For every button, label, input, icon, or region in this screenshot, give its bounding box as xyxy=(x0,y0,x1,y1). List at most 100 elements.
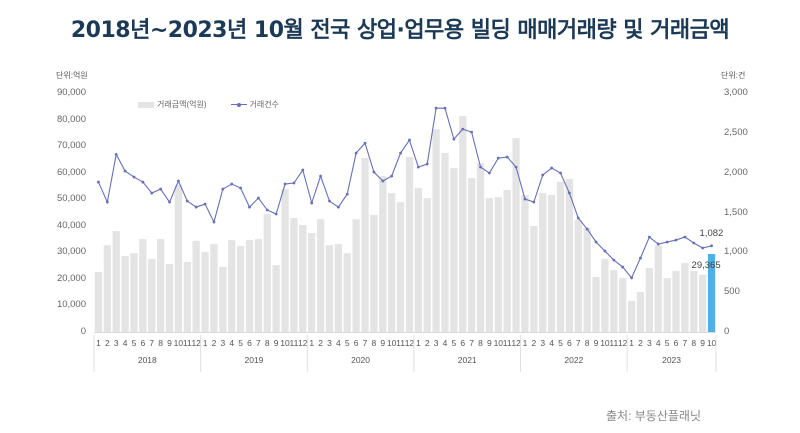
amount-bar xyxy=(565,179,574,332)
count-point xyxy=(274,212,278,216)
amount-bar xyxy=(281,189,289,332)
left-axis-tick: 40,000 xyxy=(56,219,86,231)
month-label: 2 xyxy=(105,338,110,348)
amount-bar xyxy=(361,158,369,332)
amount-bar xyxy=(619,278,627,332)
amount-bar xyxy=(130,253,138,332)
amount-bar xyxy=(245,240,254,332)
year-label: 2022 xyxy=(564,355,583,365)
count-point xyxy=(390,174,394,178)
amount-bar xyxy=(139,239,147,332)
count-point xyxy=(194,205,198,209)
amount-bar xyxy=(681,262,689,332)
month-label: 6 xyxy=(247,338,252,348)
month-label: 10 xyxy=(707,338,717,348)
month-label: 7 xyxy=(363,338,368,348)
amount-bar xyxy=(352,219,360,332)
month-label: 5 xyxy=(558,338,563,348)
right-axis-tick: 3,000 xyxy=(724,87,748,98)
amount-bar xyxy=(272,265,280,332)
count-point xyxy=(612,258,616,262)
right-axis-tick: 1,000 xyxy=(724,246,748,258)
amount-bar xyxy=(112,231,120,332)
amount-bar xyxy=(396,202,405,332)
amount-bar xyxy=(405,157,414,332)
amount-bar xyxy=(174,185,183,332)
right-axis-tick: 0 xyxy=(724,326,730,337)
month-label: 1 xyxy=(416,338,421,348)
month-label: 6 xyxy=(141,338,146,348)
count-point xyxy=(185,199,189,203)
count-point xyxy=(97,180,100,184)
count-point xyxy=(710,244,713,248)
month-label: 4 xyxy=(549,338,554,348)
amount-bar xyxy=(672,270,680,332)
month-label: 9 xyxy=(380,338,385,348)
month-label: 7 xyxy=(683,338,688,348)
amount-bar xyxy=(476,163,485,332)
month-label: 9 xyxy=(594,338,599,348)
count-point xyxy=(514,165,518,169)
count-point xyxy=(523,197,527,201)
right-axis-unit: 단위:건 xyxy=(721,71,746,80)
month-label: 5 xyxy=(452,338,457,348)
month-label: 1 xyxy=(629,338,634,348)
count-point xyxy=(212,220,216,224)
month-label: 11 xyxy=(183,338,192,348)
month-label: 3 xyxy=(220,338,225,348)
month-label: 8 xyxy=(585,338,590,348)
count-point xyxy=(141,180,145,184)
left-axis-tick: 80,000 xyxy=(56,113,86,125)
right-axis-tick: 1,500 xyxy=(724,206,748,218)
month-label: 12 xyxy=(618,338,628,348)
month-label: 7 xyxy=(149,338,154,348)
right-axis-tick: 2,000 xyxy=(724,166,748,178)
last-count-annotation: 1,082 xyxy=(700,228,724,239)
month-label: 12 xyxy=(191,338,201,348)
amount-bar xyxy=(645,268,653,332)
legend-label-amount: 거래금액(억원) xyxy=(157,100,207,109)
amount-bar xyxy=(601,258,609,332)
count-point xyxy=(496,156,500,160)
count-point xyxy=(354,151,358,155)
count-point xyxy=(452,137,456,141)
right-axis-tick: 2,500 xyxy=(724,126,748,138)
count-point xyxy=(434,106,438,110)
left-axis-tick: 50,000 xyxy=(56,193,86,205)
month-label: 10 xyxy=(280,338,290,348)
left-axis-tick: 30,000 xyxy=(56,246,86,258)
amount-bar xyxy=(663,278,671,332)
count-point xyxy=(594,240,598,244)
month-label: 8 xyxy=(372,338,377,348)
last-amount-annotation: 29,365 xyxy=(692,260,721,271)
amount-bar xyxy=(512,138,520,332)
amount-bar xyxy=(547,194,556,332)
count-point xyxy=(541,173,545,177)
month-label: 6 xyxy=(460,338,465,348)
month-label: 4 xyxy=(656,338,661,348)
month-label: 1 xyxy=(96,338,101,348)
count-point xyxy=(328,199,331,203)
month-label: 7 xyxy=(256,338,261,348)
year-label: 2021 xyxy=(458,355,477,365)
amount-bar xyxy=(201,252,209,332)
amount-bar xyxy=(636,291,645,332)
amount-bar xyxy=(183,261,191,332)
count-point xyxy=(345,192,349,196)
count-point xyxy=(203,202,207,206)
count-point xyxy=(372,170,376,174)
right-axis-tick: 500 xyxy=(724,286,740,298)
count-point xyxy=(665,240,669,244)
month-label: 2 xyxy=(531,338,536,348)
month-label: 2 xyxy=(212,338,217,348)
month-label: 9 xyxy=(274,338,279,348)
count-point xyxy=(123,169,127,173)
month-label: 5 xyxy=(132,338,137,348)
amount-bar xyxy=(468,177,476,332)
month-label: 4 xyxy=(336,338,341,348)
count-point xyxy=(505,155,509,159)
amount-bar xyxy=(290,218,298,332)
count-point xyxy=(319,174,322,178)
month-label: 1 xyxy=(523,338,528,348)
count-point xyxy=(301,168,305,172)
